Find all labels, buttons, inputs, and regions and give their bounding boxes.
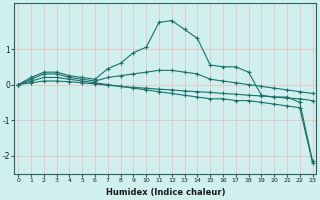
X-axis label: Humidex (Indice chaleur): Humidex (Indice chaleur) bbox=[106, 188, 225, 197]
